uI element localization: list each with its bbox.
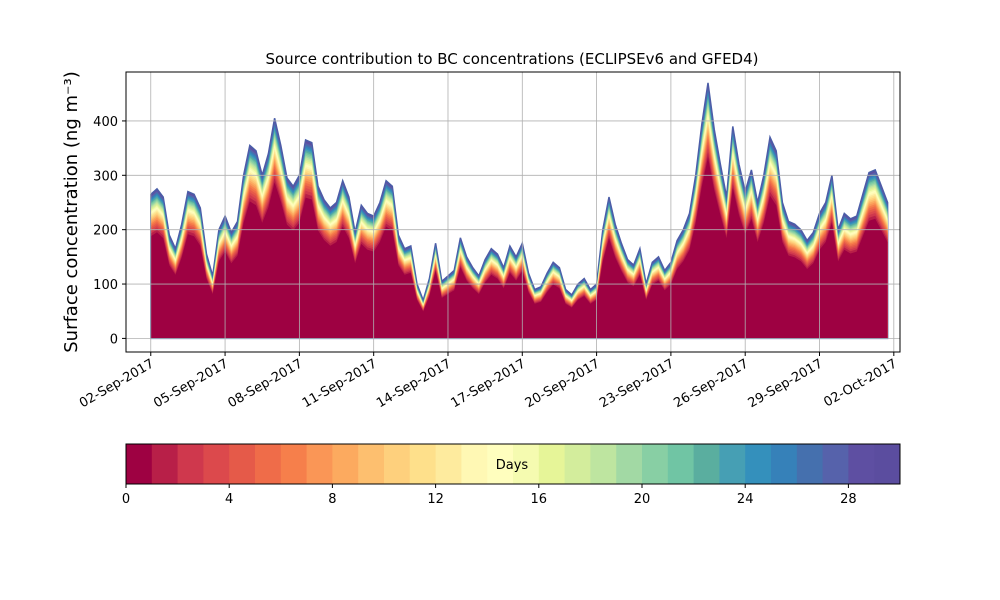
colorbar-bin [642, 444, 669, 484]
colorbar-bin [487, 444, 514, 484]
colorbar-bins [126, 444, 901, 484]
colorbar-tick-label: 8 [328, 492, 336, 507]
colorbar-bin [255, 444, 282, 484]
colorbar-bin [126, 444, 153, 484]
colorbar-bin [564, 444, 591, 484]
x-axis: 02-Sep-201705-Sep-201708-Sep-201711-Sep-… [77, 352, 900, 411]
x-tick-label: 23-Sep-2017 [597, 356, 677, 411]
y-tick-label: 200 [93, 224, 118, 239]
colorbar-bin [822, 444, 849, 484]
colorbar-bin [538, 444, 566, 484]
colorbar-bin [848, 444, 875, 484]
colorbar-bin [745, 444, 772, 484]
colorbar-bin [280, 444, 308, 484]
colorbar-bin [590, 444, 617, 484]
colorbar-tick-label: 28 [840, 492, 857, 507]
colorbar-bin [874, 444, 901, 484]
area-band-0 [150, 157, 888, 339]
plot-area: 0 100 200 300 400 02-Sep-201705-Sep-201708-S… [77, 71, 901, 411]
grid-lines [126, 72, 900, 352]
colorbar-bin [513, 444, 540, 484]
colorbar: Days 0 4 8 12 16 20 24 28 [122, 443, 901, 507]
colorbar-bin [771, 444, 798, 484]
x-tick-label: 17-Sep-2017 [448, 356, 528, 411]
colorbar-ticks: 0 4 8 12 16 20 24 28 [122, 484, 857, 507]
colorbar-bin [177, 444, 204, 484]
y-tick-label: 0 [110, 332, 118, 347]
x-tick-label: 02-Sep-2017 [77, 356, 157, 411]
y-axis: 0 100 200 300 400 [93, 115, 126, 347]
colorbar-bin [796, 444, 824, 484]
colorbar-bin [203, 444, 230, 484]
y-tick-label: 400 [93, 115, 118, 130]
y-axis-label: Surface concentration (ng m⁻³) [61, 71, 82, 353]
x-tick-label: 14-Sep-2017 [374, 356, 454, 411]
chart-title: Source contribution to BC concentrations… [265, 50, 758, 68]
plot-frame [125, 71, 901, 353]
colorbar-bin [667, 444, 695, 484]
colorbar-bin [435, 444, 462, 484]
x-tick-label: 26-Sep-2017 [671, 356, 751, 411]
colorbar-bin [229, 444, 256, 484]
colorbar-bin [384, 444, 411, 484]
colorbar-tick-label: 20 [634, 492, 651, 507]
colorbar-frame [125, 443, 901, 485]
colorbar-bin [332, 444, 359, 484]
colorbar-bin [616, 444, 643, 484]
colorbar-bin [306, 444, 333, 484]
x-tick-label: 02-Oct-2017 [821, 356, 899, 410]
x-tick-label: 11-Sep-2017 [300, 356, 380, 411]
x-tick-label: 05-Sep-2017 [151, 356, 231, 411]
colorbar-tick-label: 12 [427, 492, 444, 507]
colorbar-bin [409, 444, 437, 484]
colorbar-tick-label: 16 [531, 492, 548, 507]
colorbar-bin [151, 444, 179, 484]
colorbar-bin [358, 444, 385, 484]
colorbar-tick-label: 4 [225, 492, 233, 507]
colorbar-tick-label: 0 [122, 492, 130, 507]
colorbar-bin [461, 444, 488, 484]
x-tick-label: 20-Sep-2017 [523, 356, 603, 411]
colorbar-tick-label: 24 [737, 492, 754, 507]
colorbar-bin [719, 444, 746, 484]
colorbar-bin [693, 444, 720, 484]
y-tick-label: 300 [93, 169, 118, 184]
x-tick-label: 08-Sep-2017 [226, 356, 306, 411]
colorbar-label: Days [496, 458, 529, 473]
y-tick-label: 100 [93, 278, 118, 293]
x-tick-label: 29-Sep-2017 [746, 356, 826, 411]
